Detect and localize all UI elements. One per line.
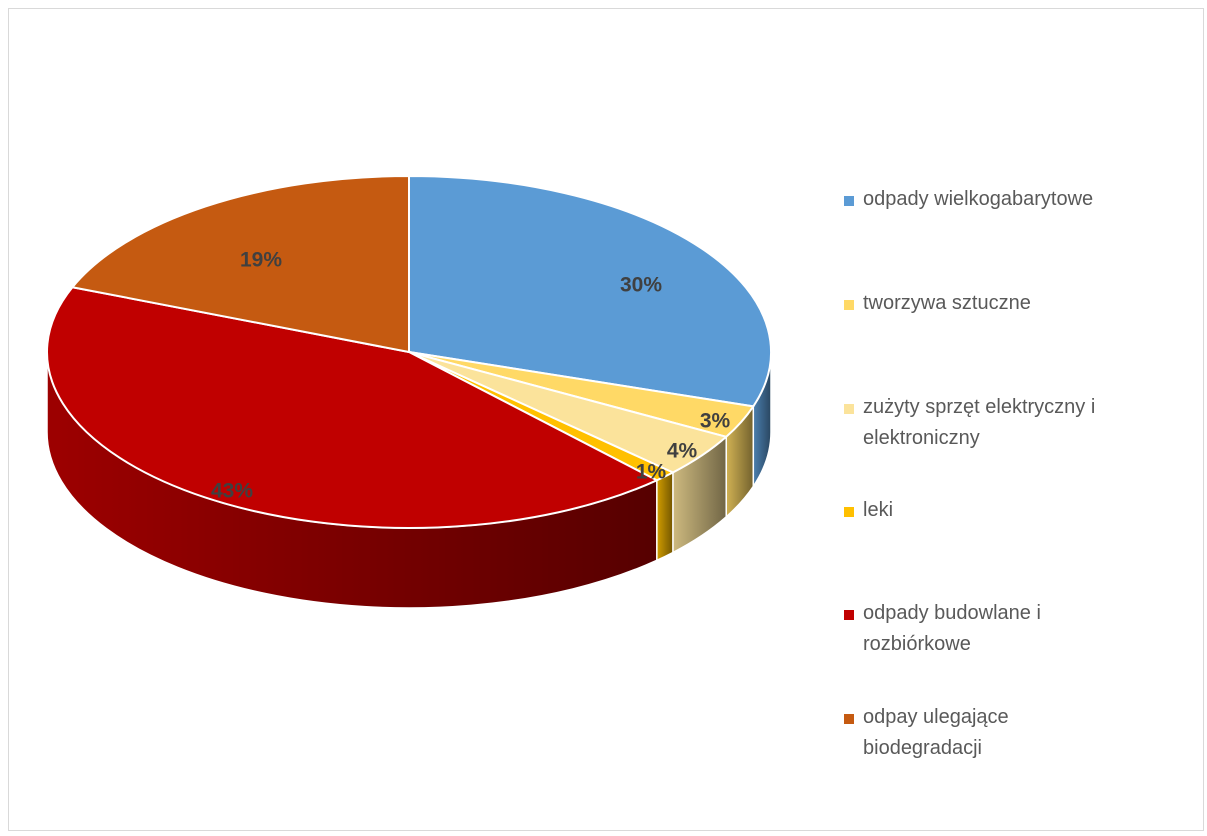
legend-swatch xyxy=(844,507,854,517)
legend-swatch xyxy=(844,714,854,724)
legend-swatch xyxy=(844,300,854,310)
legend-label: odpady budowlane i rozbiórkowe xyxy=(863,602,1041,655)
data-label: 19% xyxy=(240,249,282,272)
legend-label: odpady wielkogabarytowe xyxy=(863,188,1094,210)
legend-label: tworzywa sztuczne xyxy=(863,292,1031,314)
legend-swatch xyxy=(844,404,854,414)
data-label: 43% xyxy=(211,480,253,503)
legend-item: odpady budowlane i rozbiórkowe xyxy=(844,598,1204,660)
data-label: 30% xyxy=(620,274,662,297)
legend-swatch xyxy=(844,196,854,206)
data-label: 3% xyxy=(700,410,731,433)
legend-label: leki xyxy=(863,499,894,521)
legend-item: leki xyxy=(844,495,1204,526)
legend-item: odpay ulegające biodegradacji xyxy=(844,702,1204,764)
pie-slice-side xyxy=(656,471,674,562)
legend-item: odpady wielkogabarytowe xyxy=(844,184,1204,215)
pie-chart: 30% 3%4%1% 43% 19% xyxy=(46,175,772,609)
pie-slice xyxy=(71,175,410,353)
legend-swatch xyxy=(844,610,854,620)
legend-label: zużyty sprzęt elektryczny i elektroniczn… xyxy=(863,396,1096,449)
legend-label: odpay ulegające biodegradacji xyxy=(863,706,1009,759)
legend-item: zużyty sprzęt elektryczny i elektroniczn… xyxy=(844,392,1184,454)
chart-frame: 30% 3% 4% 1% 43% 19% odpady wielkogabarytowe … xyxy=(8,8,1204,831)
pie-slice xyxy=(408,175,772,408)
data-label: 1% xyxy=(636,461,667,484)
legend-item: tworzywa sztuczne xyxy=(844,288,1204,319)
data-label: 4% xyxy=(667,440,698,463)
pie-slice xyxy=(46,286,658,529)
